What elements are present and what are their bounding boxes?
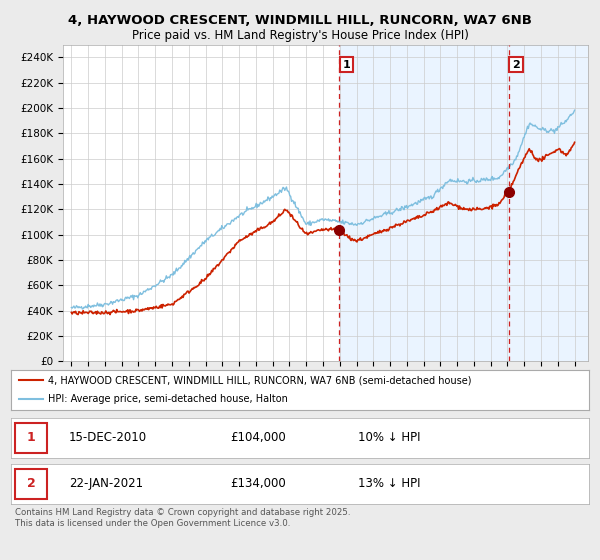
Bar (339, 45, 588, 361)
Text: 13% ↓ HPI: 13% ↓ HPI (358, 477, 421, 491)
Text: Contains HM Land Registry data © Crown copyright and database right 2025.
This d: Contains HM Land Registry data © Crown c… (15, 508, 350, 528)
Text: 15-DEC-2010: 15-DEC-2010 (68, 431, 147, 445)
Text: 4, HAYWOOD CRESCENT, WINDMILL HILL, RUNCORN, WA7 6NB: 4, HAYWOOD CRESCENT, WINDMILL HILL, RUNC… (68, 14, 532, 27)
Text: 2: 2 (512, 59, 520, 69)
Text: 4, HAYWOOD CRESCENT, WINDMILL HILL, RUNCORN, WA7 6NB (semi-detached house): 4, HAYWOOD CRESCENT, WINDMILL HILL, RUNC… (49, 376, 472, 385)
FancyBboxPatch shape (16, 469, 47, 499)
Text: 2: 2 (26, 477, 35, 491)
Text: 1: 1 (26, 431, 35, 445)
Text: 1: 1 (343, 59, 350, 69)
Text: £134,000: £134,000 (230, 477, 286, 491)
Text: 22-JAN-2021: 22-JAN-2021 (68, 477, 143, 491)
Text: Price paid vs. HM Land Registry's House Price Index (HPI): Price paid vs. HM Land Registry's House … (131, 29, 469, 42)
FancyBboxPatch shape (16, 423, 47, 453)
Text: £104,000: £104,000 (230, 431, 286, 445)
Text: HPI: Average price, semi-detached house, Halton: HPI: Average price, semi-detached house,… (49, 394, 288, 404)
Text: 10% ↓ HPI: 10% ↓ HPI (358, 431, 421, 445)
